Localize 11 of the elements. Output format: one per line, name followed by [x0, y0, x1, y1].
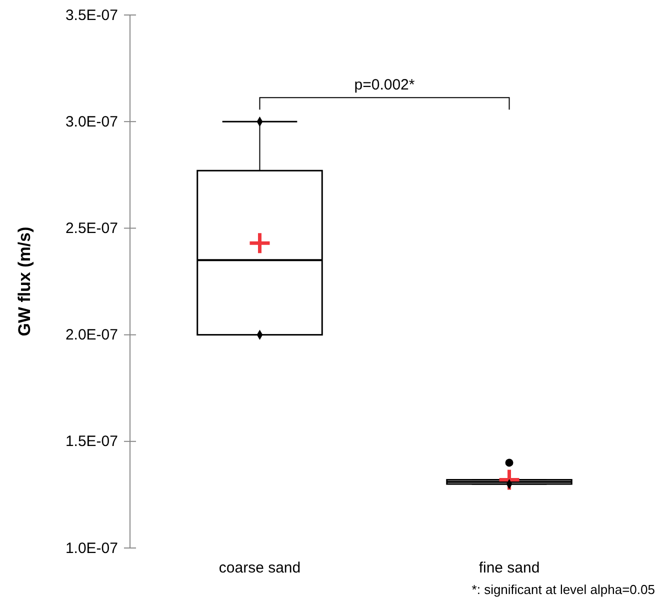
y-axis-title: GW flux (m/s) [15, 226, 34, 336]
y-tick-label: 2.5E-07 [65, 220, 118, 237]
x-tick-label: coarse sand [218, 560, 301, 576]
y-tick-label: 3.5E-07 [65, 6, 118, 24]
text: *: significant at level alpha=0.05 [472, 582, 655, 597]
y-tick-label: 1.0E-07 [65, 540, 118, 557]
y-tick-label: 1.5E-07 [65, 433, 118, 450]
y-tick-label: 2.0E-07 [65, 326, 118, 344]
annotation: p=0.002* [354, 76, 415, 94]
x-tick-label: fine sand [478, 560, 540, 576]
y-tick-label: 3.0E-07 [65, 113, 118, 130]
